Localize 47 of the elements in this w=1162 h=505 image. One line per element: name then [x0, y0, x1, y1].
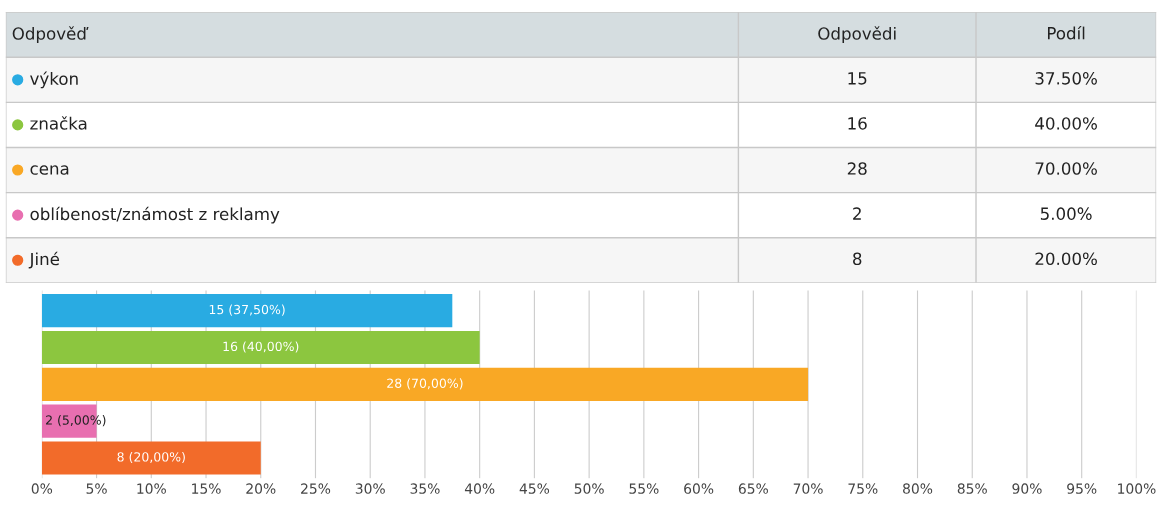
x-tick-label: 35% [410, 483, 440, 494]
x-tick-label: 0% [31, 483, 53, 494]
text: Odpovědi [818, 26, 896, 44]
data-label: 28 (70,00%) [387, 378, 463, 390]
bar [41, 441, 261, 475]
x-tick-label: 90% [1012, 483, 1042, 494]
text: Jiné [28, 251, 60, 269]
x-tick-label: 15% [192, 483, 221, 494]
text: značka [30, 116, 87, 130]
x-tick-label: 5% [86, 483, 107, 494]
x-tick-label: 80% [903, 483, 933, 494]
x-tick-label: 60% [684, 483, 714, 494]
data-label: 16 (40,00%) [223, 341, 299, 353]
x-tick-label: 25% [301, 483, 331, 494]
bar [41, 330, 480, 365]
x-tick-label: 30% [355, 483, 385, 494]
text: 15 [848, 72, 867, 85]
text: 5.00% [1040, 207, 1092, 220]
x-tick-label: 85% [957, 483, 987, 494]
x-tick-label: 100% [1118, 483, 1156, 494]
x-tick-label: 95% [1067, 483, 1097, 494]
text: 16 [848, 117, 867, 130]
x-tick-label: 55% [629, 483, 659, 494]
x-tick-label: 10% [137, 483, 166, 494]
text: výkon [30, 71, 78, 89]
text: 70.00% [1035, 162, 1097, 175]
text: cena [30, 165, 69, 175]
x-tick-label: 20% [246, 483, 276, 494]
x-tick-label: 70% [793, 483, 823, 494]
x-tick-label: 45% [519, 483, 550, 494]
x-tick-label: 65% [738, 483, 768, 494]
text: 20.00% [1035, 252, 1097, 266]
text: 37.50% [1035, 72, 1097, 85]
text: 8 [853, 252, 862, 266]
data-label: 8 (20,00%) [117, 451, 185, 464]
bar [41, 367, 809, 401]
text: 40.00% [1035, 117, 1097, 130]
text: Odpověď [12, 26, 89, 44]
x-tick-label: 40% [464, 483, 495, 494]
text: 2 [853, 207, 861, 220]
text: 28 [847, 162, 867, 175]
x-tick-label: 75% [848, 483, 878, 494]
text: oblíbenost/známost z reklamy [30, 206, 280, 224]
data-label: 15 (37,50%) [209, 304, 285, 316]
x-tick-label: 50% [574, 483, 604, 494]
text: Podíl [1047, 25, 1085, 40]
bar [41, 294, 453, 328]
